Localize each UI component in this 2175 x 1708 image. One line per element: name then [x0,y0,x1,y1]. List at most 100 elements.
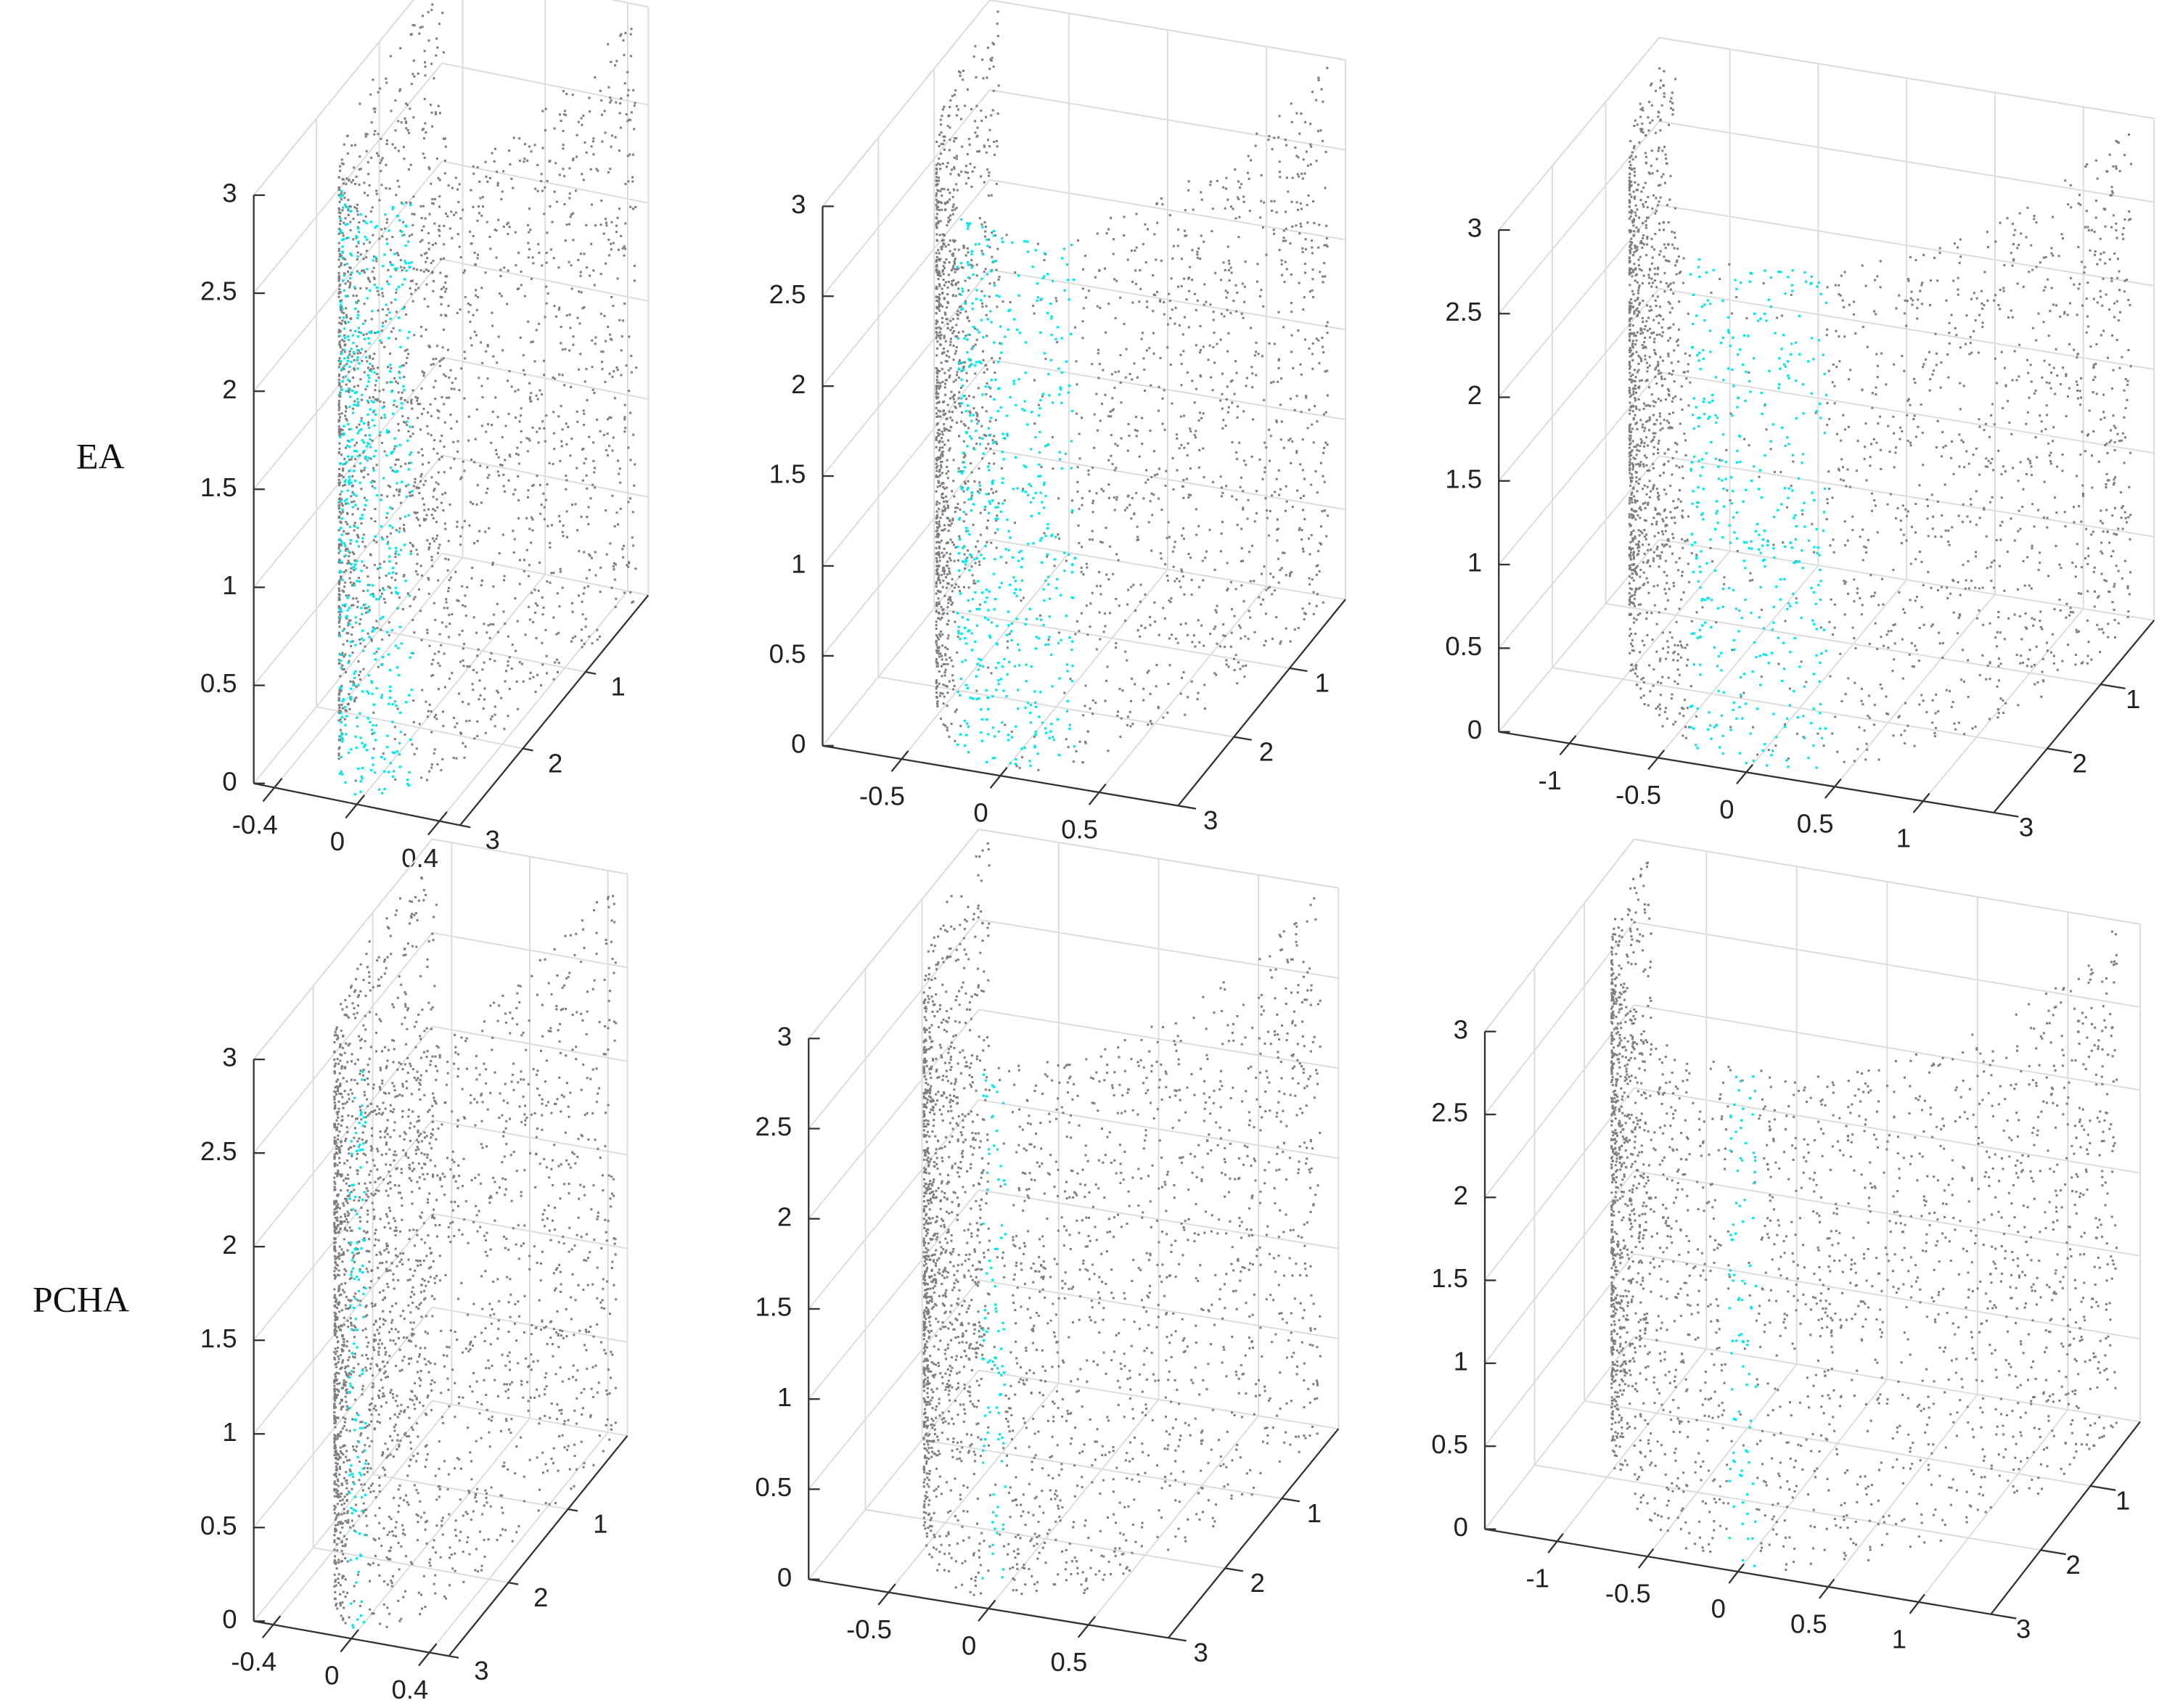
point [633,484,636,487]
point [1185,298,1188,301]
point [517,498,520,502]
point [943,188,946,191]
highlight-point [388,685,392,689]
point [957,248,960,251]
point [971,170,974,173]
point [1203,644,1205,647]
point [411,300,414,303]
point [992,65,995,68]
point [1308,602,1311,605]
point [969,411,972,414]
highlight-point [391,751,395,754]
point [943,554,946,557]
highlight-point [339,303,343,307]
point [953,189,956,192]
point [1300,225,1303,228]
highlight-point [996,662,1000,665]
point [435,534,439,537]
point [964,182,967,185]
point [985,434,988,438]
point [400,121,403,124]
point [402,575,405,578]
highlight-point [378,566,382,570]
point [483,698,486,701]
point [375,650,378,653]
point [381,308,384,311]
point [395,572,398,575]
point [423,252,427,255]
point [947,602,950,604]
point [464,615,467,617]
highlight-point [1015,758,1017,761]
point [420,472,423,476]
point [966,549,970,552]
point [399,229,402,232]
point [435,157,438,160]
highlight-point [987,427,991,430]
point [1111,463,1114,466]
highlight-point [381,538,384,541]
point [440,303,443,305]
point [446,215,449,218]
point [624,32,627,35]
point [502,225,505,228]
point [370,330,373,333]
highlight-point [352,469,356,472]
point [430,182,433,185]
point [615,59,618,62]
point [1282,551,1285,554]
point [993,462,996,465]
point [1279,569,1282,572]
point [486,344,489,347]
point [935,176,938,178]
point [1120,401,1123,404]
point [1226,198,1229,201]
highlight-point [964,563,967,566]
point [551,221,554,223]
point [544,440,546,443]
point [1250,455,1253,458]
point [353,464,356,467]
point [944,507,947,510]
point [1283,551,1286,554]
point [380,137,382,140]
highlight-point [964,558,967,561]
point [380,184,383,186]
point [508,226,511,229]
point [1196,250,1199,253]
point [436,551,440,554]
point [377,567,380,570]
point [1144,593,1147,596]
point [343,530,345,533]
point [376,398,379,401]
point [414,596,417,599]
point [1271,637,1274,640]
point [1105,526,1107,530]
point [536,475,538,477]
point [438,633,441,636]
point [340,521,343,524]
point [1280,259,1283,262]
point [1205,300,1208,303]
point [409,494,411,498]
point [1153,620,1157,623]
point [1282,239,1285,242]
point [399,46,402,49]
point [586,515,589,519]
point [1180,443,1183,446]
point [493,705,496,708]
point [337,194,340,197]
point [1043,532,1046,535]
highlight-point [1001,451,1004,453]
point [340,684,343,687]
point [358,331,361,334]
point [343,263,346,266]
point [451,672,454,675]
point [357,242,360,245]
point [339,718,342,721]
point [946,293,949,296]
point [1261,355,1263,358]
point [414,570,417,572]
highlight-point [345,498,348,501]
point [960,420,963,423]
